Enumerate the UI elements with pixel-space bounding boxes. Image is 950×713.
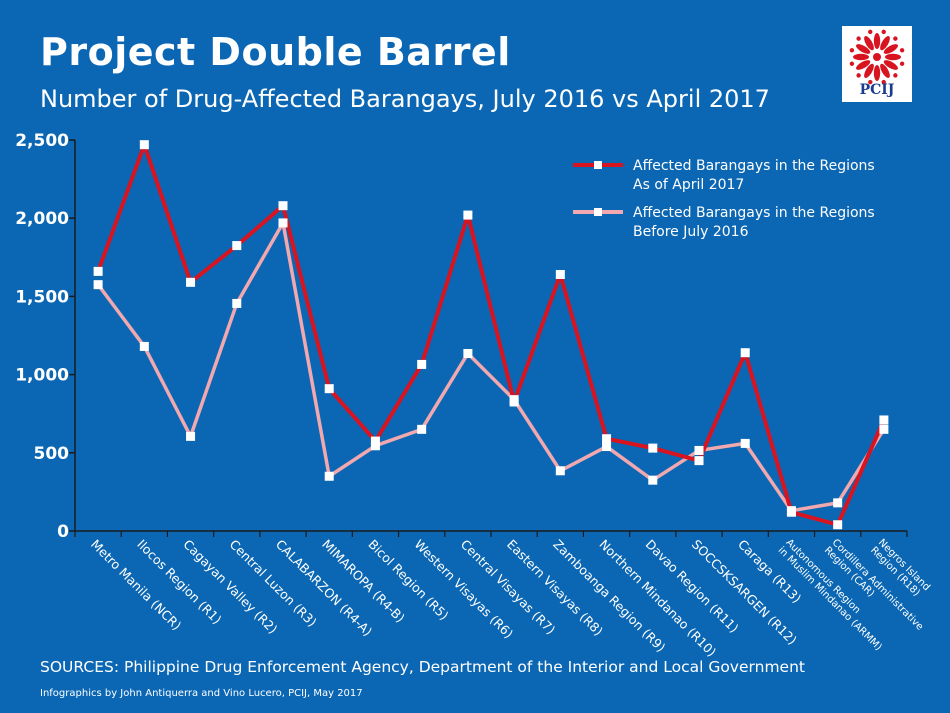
y-tick-label: 0 <box>57 522 69 542</box>
legend-label: Affected Barangays in the Regions As of A… <box>633 158 875 193</box>
data-point-before-july-2016 <box>232 298 242 308</box>
data-point-before-july-2016 <box>93 280 103 290</box>
chart-axes <box>74 140 907 532</box>
chart-legend: Affected Barangays in the Regions As of A… <box>573 158 875 240</box>
data-point-before-july-2016 <box>139 341 149 351</box>
data-point-before-july-2016 <box>602 442 612 452</box>
x-tick-label: Metro Manila (NCR) <box>88 537 184 633</box>
x-tick-label: Central Luzon (R3) <box>227 537 320 630</box>
data-point-april-2017 <box>740 348 750 358</box>
page-title: Project Double Barrel <box>40 30 511 74</box>
y-tick-label: 500 <box>34 444 70 464</box>
data-point-before-july-2016 <box>694 445 704 455</box>
y-tick-label: 2,500 <box>15 131 69 151</box>
data-point-before-july-2016 <box>740 438 750 448</box>
data-point-april-2017 <box>278 201 288 211</box>
data-point-april-2017 <box>417 359 427 369</box>
data-point-before-july-2016 <box>648 475 658 485</box>
x-tick-label: MIMAROPA (R4-B) <box>319 537 408 626</box>
data-point-before-july-2016 <box>555 466 565 476</box>
y-tick-label: 1,000 <box>15 366 69 386</box>
data-point-before-july-2016 <box>370 441 380 451</box>
data-point-april-2017 <box>694 456 704 466</box>
data-point-april-2017 <box>555 270 565 280</box>
sources-note: SOURCES: Philippine Drug Enforcement Age… <box>40 658 805 676</box>
legend-label: Affected Barangays in the Regions Before … <box>633 205 875 240</box>
y-tick-label: 2,000 <box>15 209 69 229</box>
data-point-april-2017 <box>324 384 334 394</box>
data-point-april-2017 <box>370 436 380 446</box>
data-point-before-july-2016 <box>879 424 889 434</box>
y-tick-label: 1,500 <box>15 287 69 307</box>
data-point-april-2017 <box>186 277 196 287</box>
legend-marker <box>594 161 602 169</box>
data-point-april-2017 <box>602 434 612 444</box>
chart-series <box>93 140 889 530</box>
data-point-april-2017 <box>139 140 149 150</box>
legend-marker <box>594 208 602 216</box>
data-point-april-2017 <box>93 266 103 276</box>
data-point-april-2017 <box>786 507 796 517</box>
data-point-april-2017 <box>833 520 843 530</box>
data-point-before-july-2016 <box>324 471 334 481</box>
pcij-logo: PCIJ <box>842 26 912 102</box>
data-point-before-july-2016 <box>186 431 196 441</box>
x-tick-label: Ilocos Region (R1) <box>134 537 224 627</box>
y-axis-ticks: 0 500 1,000 1,500 2,000 2,500 <box>15 131 75 542</box>
data-point-before-july-2016 <box>278 218 288 228</box>
pcij-emblem-icon <box>849 29 905 85</box>
data-point-before-july-2016 <box>417 424 427 434</box>
data-point-april-2017 <box>879 415 889 425</box>
series-line-before-july-2016 <box>96 221 886 513</box>
logo-text: PCIJ <box>859 82 895 98</box>
data-point-before-july-2016 <box>833 498 843 508</box>
x-axis-ticks: Metro Manila (NCR)Ilocos Region (R1)Caga… <box>74 531 932 659</box>
data-point-april-2017 <box>648 443 658 453</box>
credits-note: Infographics by John Antiquerra and Vino… <box>40 688 363 699</box>
data-point-april-2017 <box>463 210 473 220</box>
data-point-before-july-2016 <box>463 348 473 358</box>
page-subtitle: Number of Drug-Affected Barangays, July … <box>40 85 770 113</box>
data-point-april-2017 <box>232 241 242 251</box>
data-point-april-2017 <box>509 397 519 407</box>
x-tick-label: Bicol Region (R5) <box>365 537 451 623</box>
series-line-april-2017 <box>96 142 886 527</box>
